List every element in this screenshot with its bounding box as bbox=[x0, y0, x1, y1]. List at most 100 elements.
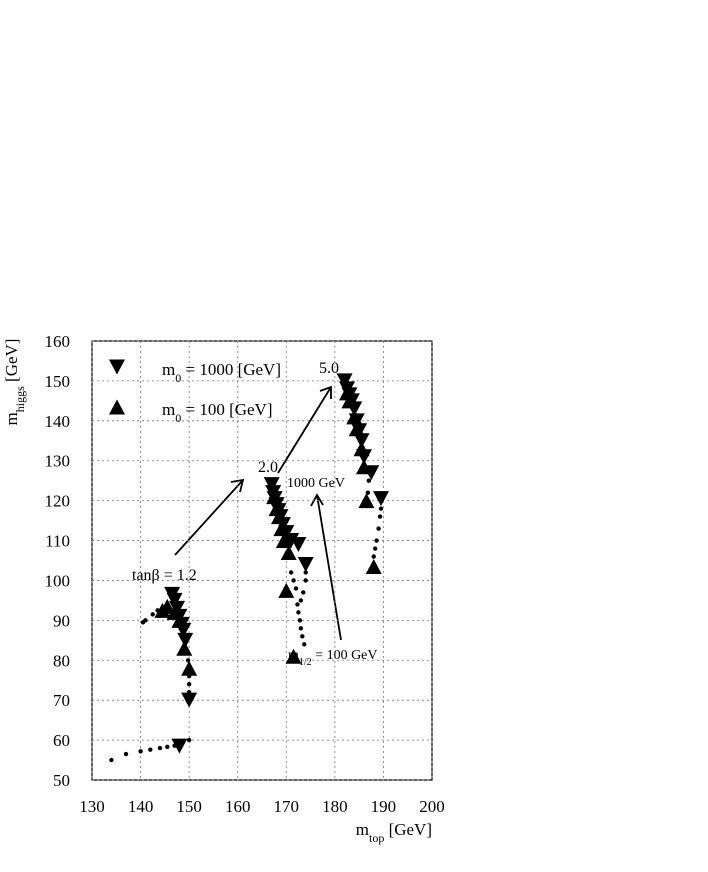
data-point bbox=[181, 692, 198, 708]
data-point bbox=[165, 744, 170, 750]
data-point bbox=[298, 626, 304, 631]
data-point bbox=[157, 745, 163, 751]
text-part: 1000 GeV bbox=[287, 476, 345, 491]
x-tick-label: 130 bbox=[79, 797, 105, 816]
y-tick-label: 120 bbox=[45, 492, 71, 511]
text-part: 0 bbox=[175, 411, 181, 425]
data-point bbox=[297, 618, 303, 623]
data-point bbox=[365, 490, 371, 495]
arrows bbox=[174, 385, 342, 641]
x-tick-label: 200 bbox=[419, 797, 445, 816]
x-tick-label: 170 bbox=[274, 797, 300, 816]
data-point bbox=[109, 757, 114, 763]
y-tick-label: 130 bbox=[45, 452, 71, 471]
x-axis-label: mtop [GeV] bbox=[356, 820, 432, 845]
text-part: = 1000 [GeV] bbox=[181, 360, 281, 379]
annotation: 2.0 bbox=[258, 459, 278, 476]
data-point bbox=[271, 509, 287, 525]
text-part: = 100 GeV bbox=[312, 648, 378, 663]
data-point bbox=[301, 590, 306, 595]
data-point bbox=[353, 433, 370, 449]
arrow bbox=[277, 386, 332, 474]
data-point bbox=[365, 558, 382, 574]
arrow-head bbox=[230, 478, 245, 493]
text-part: [GeV] bbox=[2, 339, 21, 387]
text-part: m bbox=[2, 412, 21, 425]
data-point bbox=[280, 545, 297, 561]
data-point bbox=[376, 526, 381, 531]
data-point bbox=[303, 578, 308, 583]
x-tick-label: 150 bbox=[176, 797, 202, 816]
text-part: tanβ = 1.2 bbox=[132, 567, 197, 584]
legend-marker bbox=[109, 399, 125, 415]
y-tick-label: 70 bbox=[53, 691, 70, 710]
x-tick-label: 180 bbox=[322, 797, 348, 816]
data-point bbox=[374, 538, 379, 543]
data-point bbox=[295, 602, 300, 607]
text-part: m bbox=[162, 360, 175, 379]
data-point bbox=[266, 489, 283, 505]
data-point bbox=[185, 658, 191, 663]
data-point bbox=[378, 506, 384, 511]
data-point bbox=[302, 642, 307, 647]
legend-marker bbox=[109, 359, 125, 375]
data-point bbox=[291, 578, 296, 583]
annotation: m1/2 = 100 GeV bbox=[288, 648, 378, 668]
data-point bbox=[297, 556, 314, 572]
y-tick-label: 60 bbox=[53, 731, 70, 750]
annotation: tanβ = 1.2 bbox=[132, 567, 197, 584]
arrow bbox=[174, 479, 244, 556]
text-part: [GeV] bbox=[384, 820, 432, 839]
data-point bbox=[366, 478, 372, 483]
data-point bbox=[150, 612, 155, 617]
data-point bbox=[177, 632, 194, 648]
data-point bbox=[123, 751, 129, 757]
data-point bbox=[138, 749, 143, 754]
text-part: top bbox=[369, 831, 384, 845]
data-point bbox=[293, 586, 299, 591]
data-point bbox=[371, 554, 376, 559]
data-point bbox=[275, 533, 292, 549]
data-point bbox=[148, 747, 153, 752]
y-tick-label: 110 bbox=[45, 532, 70, 551]
data-point bbox=[171, 738, 188, 754]
y-tick-label: 100 bbox=[45, 571, 71, 590]
y-tick-label: 150 bbox=[45, 372, 71, 391]
y-tick-label: 50 bbox=[53, 771, 70, 790]
y-tick-label: 90 bbox=[53, 611, 70, 630]
data-point bbox=[184, 650, 189, 655]
y-tick-label: 80 bbox=[53, 651, 70, 670]
x-tick-label: 160 bbox=[225, 797, 251, 816]
text-part: 0 bbox=[175, 371, 181, 385]
data-point bbox=[341, 393, 358, 409]
annotation: 1000 GeV bbox=[287, 476, 345, 491]
data-point bbox=[358, 493, 375, 509]
data-point bbox=[290, 537, 307, 553]
data-point bbox=[356, 459, 372, 475]
data-point bbox=[296, 610, 301, 615]
y-axis-label: mhiggs [GeV] bbox=[2, 339, 27, 426]
data-point bbox=[348, 421, 365, 437]
data-point bbox=[143, 618, 148, 623]
data-point bbox=[159, 598, 176, 614]
data-point bbox=[373, 491, 389, 507]
data-point bbox=[155, 608, 160, 613]
text-part: = 100 [GeV] bbox=[181, 400, 272, 419]
data-point bbox=[181, 660, 198, 676]
data-point bbox=[283, 533, 300, 549]
data-point bbox=[372, 546, 378, 551]
text-part: higgs bbox=[13, 386, 27, 412]
x-tick-label: 190 bbox=[371, 797, 397, 816]
data-point bbox=[186, 674, 192, 679]
data-point bbox=[169, 600, 185, 616]
data-point bbox=[186, 690, 192, 695]
data-point bbox=[285, 648, 302, 664]
data-point bbox=[166, 592, 183, 608]
text-part: 1/2 bbox=[299, 657, 312, 668]
x-tick-label: 140 bbox=[128, 797, 154, 816]
text-part: 5.0 bbox=[319, 360, 339, 377]
text-part: m bbox=[288, 648, 299, 663]
data-point bbox=[336, 373, 353, 389]
data-point bbox=[263, 477, 280, 493]
